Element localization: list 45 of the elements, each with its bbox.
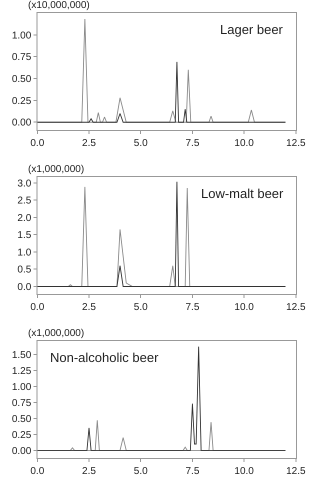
y-tick-label: 0.25	[12, 430, 32, 441]
y-axis-title: (x10,000,000)	[28, 0, 90, 11]
text: Low-malt beer	[201, 186, 284, 201]
y-tick-label: 0.00	[12, 118, 32, 129]
x-tick-label: 12.5	[286, 302, 306, 314]
x-tick-label: 2.5	[82, 302, 96, 314]
x-tick-label: 0.0	[30, 466, 45, 477]
x-tick-label: 12.5	[286, 138, 306, 150]
y-tick-label: 1.25	[12, 366, 32, 377]
y-tick-label: 0.50	[12, 414, 32, 425]
x-tick-label: 5.0	[134, 466, 148, 477]
y-tick-label: 3.0	[17, 178, 32, 190]
x-tick-label: 7.5	[185, 138, 200, 150]
y-axis-title: (x1,000,000)	[28, 328, 84, 339]
x-tick-label: 0.0	[30, 302, 45, 314]
x-tick-label: 5.0	[134, 302, 148, 314]
y-tick-label: 0.75	[12, 52, 32, 64]
text: Lager beer	[220, 22, 284, 37]
x-tick-label: 12.5	[286, 466, 306, 477]
x-tick-label: 2.5	[82, 138, 96, 150]
x-tick-label: 10.0	[234, 466, 254, 477]
x-tick-label: 7.5	[185, 302, 200, 314]
y-tick-label: 2.0	[17, 212, 32, 224]
y-tick-label: 0.25	[12, 96, 32, 107]
x-tick-label: 7.5	[185, 466, 200, 477]
y-tick-label: 1.0	[17, 247, 32, 258]
y-axis-title: (x1,000,000)	[28, 164, 84, 175]
y-tick-label: 0.50	[12, 74, 32, 86]
y-tick-label: 1.00	[12, 30, 32, 42]
x-tick-label: 10.0	[234, 138, 254, 150]
y-tick-label: 1.5	[17, 230, 32, 242]
y-tick-label: 0.0	[17, 282, 32, 293]
line-series	[37, 61, 286, 123]
y-tick-label: 2.5	[17, 196, 32, 207]
x-tick-label: 2.5	[82, 466, 96, 477]
x-tick-label: 0.0	[30, 138, 45, 150]
line-series	[37, 346, 286, 451]
x-tick-label: 10.0	[234, 302, 254, 314]
text: Non-alcoholic beer	[50, 350, 160, 365]
y-tick-label: 1.50	[12, 350, 32, 361]
y-tick-label: 0.75	[12, 398, 32, 409]
y-tick-label: 1.00	[12, 382, 32, 393]
x-tick-label: 5.0	[134, 138, 148, 150]
y-tick-label: 0.5	[17, 264, 32, 276]
y-tick-label: 0.00	[12, 446, 32, 457]
